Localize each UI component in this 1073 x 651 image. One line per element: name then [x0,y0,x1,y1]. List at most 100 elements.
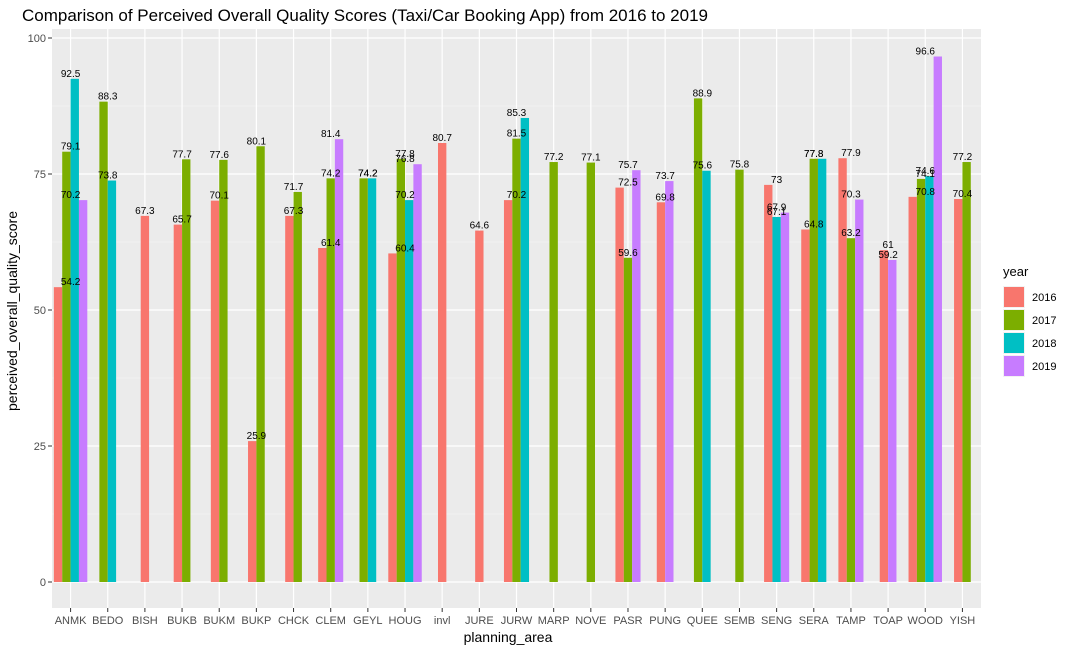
legend-label-2019: 2019 [1032,361,1056,373]
data-label-CHCK-0: 71.7 [284,182,304,193]
x-tick-label-GEYL: GEYL [353,615,382,627]
data-label-SENG-2: 67.1 [767,207,787,218]
data-label-BUKB-1: 65.7 [172,215,192,226]
data-labels-layer: 92.5 79.1 70.2 54.2 88.3 73.8 67.3 77.7 65.7 77.6… [61,46,973,442]
data-label-HOUG-3: 60.4 [395,243,415,254]
bar-BUKP-2016 [248,441,257,582]
x-tick-label-WOOD: WOOD [908,615,943,627]
bar-SENG-2016 [764,184,773,582]
data-label-BEDO-0: 88.3 [98,92,118,103]
data-label-PUNG-0: 73.7 [655,171,675,182]
bar-PUNG-2019 [665,181,674,582]
data-label-JURW-1: 81.5 [507,129,527,140]
legend-label-2018: 2018 [1032,338,1056,350]
x-tick-label-BUKB: BUKB [167,615,197,627]
x-tick-label-invl: invl [434,615,451,627]
bar-ANMK-2017 [62,151,71,583]
data-label-JURW-0: 85.3 [507,108,527,119]
bar-PASR-2017 [623,257,633,582]
data-label-SENG-0: 73 [771,175,783,186]
x-tick-label-PUNG: PUNG [649,615,681,627]
data-label-CHCK-1: 67.3 [284,206,304,217]
data-label-YISH-1: 70.4 [953,189,973,200]
legend-swatch-2017 [1004,310,1024,330]
chart-title: Comparison of Perceived Overall Quality … [22,6,708,25]
x-axis-title: planning_area [464,629,553,645]
bar-HOUG-2017 [396,158,406,582]
y-tick-label-50: 50 [34,305,46,317]
bar-BUKB-2017 [182,159,191,582]
x-tick-label-TOAP: TOAP [873,615,903,627]
x-tick-label-MARP: MARP [538,615,570,627]
bar-CLEM-2019 [334,139,344,582]
bar-WOOD-2017 [916,178,926,582]
bar-BISH-2016 [140,215,150,582]
data-label-invl-0: 80.7 [432,133,452,144]
x-tick-label-JURW: JURW [501,615,533,627]
bar-HOUG-2018 [405,200,414,582]
bar-JURW-2017 [512,138,521,582]
data-label-PASR-1: 72.5 [618,178,638,189]
legend-swatch-2019 [1004,356,1024,376]
data-label-QUEE-1: 75.6 [693,161,713,172]
data-label-HOUG-1: 76.8 [395,154,415,165]
legend-swatch-2016 [1004,287,1024,307]
bar-TOAP-2016 [879,250,889,582]
bar-SENG-2019 [780,212,790,582]
data-label-CLEM-2: 61.4 [321,238,341,249]
x-tick-label-SERA: SERA [799,615,830,627]
bar-CLEM-2017 [326,178,335,583]
bars-layer [53,56,971,583]
data-label-WOOD-0: 96.6 [916,46,936,57]
x-tick-label-BEDO: BEDO [92,615,124,627]
data-label-SENG-1: 67.9 [767,203,787,214]
bar-WOOD-2016 [908,196,917,582]
x-tick-label-TAMP: TAMP [836,615,866,627]
data-label-BUKM-1: 70.1 [209,191,229,202]
x-tick-label-BUKM: BUKM [203,615,235,627]
data-label-YISH-0: 77.2 [953,152,973,163]
y-tick-label-0: 0 [40,577,46,589]
bar-TOAP-2019 [888,259,897,582]
x-tick-label-NOVE: NOVE [575,615,606,627]
data-label-BUKP-1: 25.9 [247,431,267,442]
x-tick-label-JURE: JURE [465,615,494,627]
bar-TAMP-2017 [846,238,856,582]
data-label-JURE-0: 64.6 [470,221,490,232]
x-tick-label-CLEM: CLEM [315,615,346,627]
legend-label-2017: 2017 [1032,315,1056,327]
y-tick-label-100: 100 [28,33,46,45]
bar-ANMK-2019 [78,200,88,582]
data-label-TAMP-2: 63.2 [841,228,861,239]
x-tick-label-ANMK: ANMK [55,615,87,627]
data-label-PASR-2: 59.6 [618,248,638,259]
bar-MARP-2017 [549,162,558,583]
data-label-SERA-0: 77.8 [804,149,824,160]
bar-SEMB-2017 [735,169,744,582]
bar-WOOD-2018 [925,176,934,582]
bar-NOVE-2017 [586,162,596,583]
data-label-WOOD-3: 70.8 [916,187,936,198]
legend-label-2016: 2016 [1032,292,1056,304]
legend-title: year [1003,264,1029,279]
data-label-QUEE-0: 88.9 [693,88,713,99]
data-label-GEYL-1: 74.2 [358,168,378,179]
data-label-GEYL-0: 74.2 [358,168,378,179]
x-tick-label-BUKP: BUKP [241,615,271,627]
x-tick-label-QUEE: QUEE [687,615,718,627]
data-label-TAMP-1: 70.3 [841,190,861,201]
bar-SENG-2018 [772,216,781,582]
bar-CLEM-2016 [318,247,327,582]
data-label-PASR-0: 75.7 [618,160,638,171]
bar-QUEE-2017 [693,98,703,582]
bar-ANMK-2016 [53,287,63,582]
data-label-CLEM-1: 74.2 [321,168,341,179]
data-label-TAMP-0: 77.9 [841,148,861,159]
bar-SERA-2016 [801,229,810,582]
bar-BEDO-2017 [99,101,108,582]
bar-GEYL-2017 [359,178,368,583]
bar-PASR-2019 [632,170,641,582]
bar-HOUG-2019 [413,164,422,582]
data-label-TOAP-0: 61 [883,240,895,251]
bar-CHCK-2016 [285,215,294,582]
